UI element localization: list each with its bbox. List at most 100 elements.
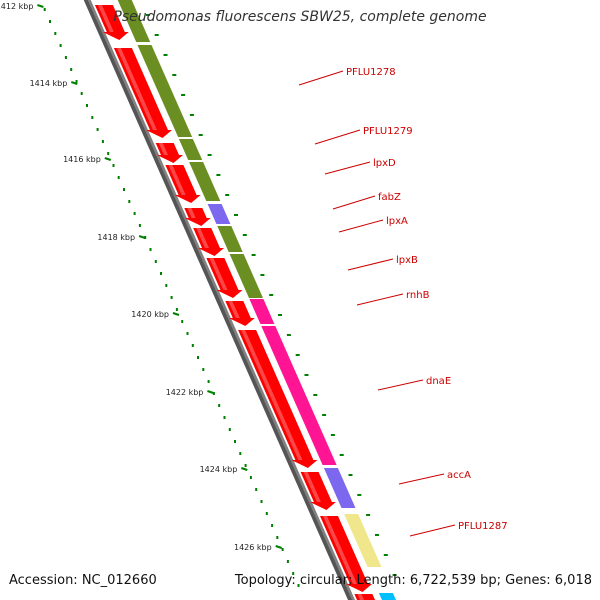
gc-dot [80, 92, 83, 95]
gene-label: dnaE [426, 376, 451, 387]
gc-dot [165, 284, 168, 287]
gene-label: rnhB [406, 290, 430, 301]
gc-dot [202, 368, 205, 371]
gc-dot [223, 416, 226, 419]
gc-dot [117, 176, 120, 179]
gc-dot [265, 512, 268, 515]
tick-label: 1424 kbp [200, 465, 238, 474]
gc-dot [212, 392, 215, 395]
gc-dash [251, 254, 256, 256]
gc-dot [281, 548, 284, 551]
tick-label: 1414 kbp [30, 79, 68, 88]
gene-arrow-highlight [168, 165, 186, 195]
gc-dash [225, 194, 230, 196]
gene-arrow-highlight [228, 301, 240, 318]
gc-dot [207, 380, 210, 383]
gc-dash [234, 214, 238, 216]
gc-dot [149, 248, 152, 251]
gc-dot [101, 140, 104, 143]
gc-dot [64, 56, 67, 59]
gene-arrow-highlight [196, 228, 209, 248]
backbone-line [87, 0, 355, 600]
tick-mark [172, 312, 180, 316]
gc-dot [271, 524, 274, 527]
gc-dash [181, 94, 186, 96]
cog-block [344, 514, 382, 567]
gene-label: lpxB [396, 255, 418, 266]
gc-dot [91, 116, 94, 119]
gc-dot [244, 464, 247, 467]
gene-label-leader [398, 473, 445, 485]
gc-dot [70, 68, 73, 71]
tick-track: 1412 kbp 1414 kbp 1416 kbp 1418 kbp 1420 kbp… [0, 2, 283, 552]
gc-dot [175, 308, 178, 311]
gc-dot [112, 164, 115, 167]
gene-label: fabZ [378, 192, 401, 203]
gc-dot [234, 440, 236, 443]
gc-dot [181, 320, 184, 323]
gene-label: PFLU1278 [346, 67, 396, 78]
gc-dash [357, 494, 362, 496]
cog-block [323, 468, 356, 508]
gene-arrow-highlight [357, 594, 365, 600]
gene-label: lpxA [386, 216, 408, 227]
gc-dash [172, 74, 177, 76]
tick-mark [104, 157, 112, 161]
backbone [83, 0, 355, 600]
cog-block [207, 204, 231, 224]
gc-dot [197, 356, 199, 359]
cog-block [261, 326, 337, 465]
gene-label: accA [447, 470, 471, 481]
gene-label: PFLU1287 [458, 521, 508, 532]
map-title: Pseudomonas fluorescens SBW25, complete … [113, 9, 487, 25]
gene-label-leader [338, 219, 384, 233]
gene-labels: PFLU1278 PFLU1279 lpxD fabZ lpxA lpxB rnhB dnaE… [298, 67, 508, 537]
gc-dot [123, 188, 125, 191]
cog-block [178, 139, 203, 160]
gene-arrow-highlight [97, 5, 114, 32]
tick-mark [138, 235, 146, 239]
gene-label-leader [314, 129, 361, 145]
gc-dot [160, 272, 162, 275]
tick-label: 1426 kbp [234, 543, 272, 552]
gene-arrow-highlight [241, 330, 303, 460]
gene-arrow-highlight [323, 516, 357, 584]
gc-dot [260, 500, 263, 503]
feature-track [94, 0, 396, 600]
gc-dot [138, 224, 141, 227]
cog-block [137, 45, 193, 137]
gc-dot [276, 536, 279, 539]
gc-dot [75, 80, 78, 83]
gc-dash [154, 34, 159, 36]
tick-mark [70, 81, 78, 85]
gc-dot [297, 584, 300, 587]
gene-arrow-highlight [116, 48, 157, 130]
gc-dash [278, 314, 282, 316]
gc-dot [96, 128, 99, 131]
gc-dash [269, 294, 274, 296]
gc-dash [295, 354, 300, 356]
tick-mark [240, 467, 248, 471]
gc-dot [191, 344, 194, 347]
gene-arrow-highlight [209, 258, 228, 290]
tick-mark [37, 4, 44, 8]
gene-arrow-highlight [187, 208, 196, 218]
gc-dot [218, 404, 221, 407]
gc-dash [216, 174, 221, 176]
cog-block [189, 162, 221, 201]
gc-dot [107, 152, 110, 155]
gene-label: lpxD [373, 158, 396, 169]
gc-dash [198, 134, 203, 136]
gc-dot [86, 104, 88, 107]
gc-dot [133, 212, 136, 215]
gc-skew-track [43, 8, 397, 587]
gc-dot [54, 32, 57, 35]
tick-mark [207, 390, 214, 394]
gene-label-leader [356, 293, 404, 306]
gc-dash [392, 574, 397, 576]
tick-label: 1416 kbp [63, 155, 101, 164]
gene-label-leader [298, 70, 344, 86]
gc-dot [154, 260, 157, 263]
tick-mark [275, 545, 283, 549]
gc-dash [383, 554, 388, 556]
